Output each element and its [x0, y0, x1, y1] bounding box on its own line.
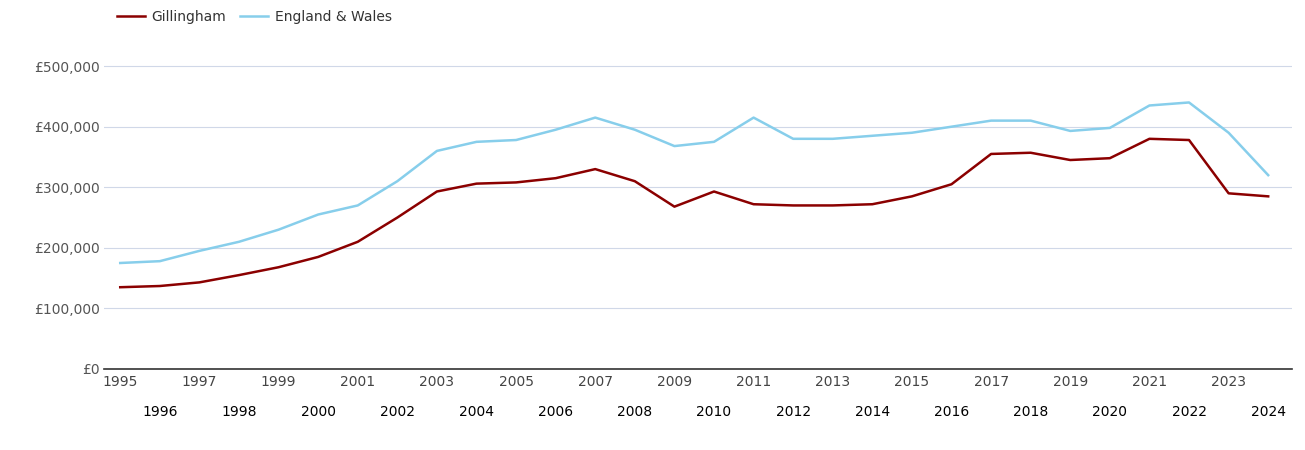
Gillingham [587, 166, 603, 172]
Gillingham [311, 254, 326, 260]
England & Wales [1101, 125, 1117, 130]
England & Wales [944, 124, 959, 130]
Gillingham [825, 203, 840, 208]
England & Wales [192, 248, 207, 254]
England & Wales [350, 203, 365, 208]
Gillingham [151, 284, 167, 289]
Gillingham [468, 181, 484, 186]
England & Wales [904, 130, 920, 135]
Gillingham [112, 284, 128, 290]
Gillingham [389, 215, 405, 220]
England & Wales [1181, 100, 1197, 105]
England & Wales [429, 148, 445, 153]
England & Wales [667, 144, 683, 149]
Gillingham [745, 202, 761, 207]
England & Wales [745, 115, 761, 120]
Gillingham [983, 151, 998, 157]
Legend: Gillingham, England & Wales: Gillingham, England & Wales [111, 4, 398, 29]
England & Wales [1261, 172, 1276, 178]
Gillingham [192, 279, 207, 285]
Gillingham [944, 181, 959, 187]
England & Wales [112, 260, 128, 265]
England & Wales [706, 139, 722, 144]
Gillingham [508, 180, 523, 185]
Gillingham [429, 189, 445, 194]
Gillingham [1062, 158, 1078, 163]
Gillingham [1101, 156, 1117, 161]
Gillingham [270, 265, 286, 270]
Gillingham [350, 239, 365, 244]
Gillingham [786, 203, 801, 208]
England & Wales [508, 137, 523, 143]
Gillingham [1220, 191, 1236, 196]
England & Wales [587, 115, 603, 120]
England & Wales [1062, 128, 1078, 134]
Gillingham [667, 204, 683, 209]
Gillingham [1142, 136, 1158, 141]
England & Wales [1220, 130, 1236, 135]
Gillingham [864, 202, 880, 207]
Line: Gillingham: Gillingham [120, 139, 1268, 287]
England & Wales [626, 127, 642, 132]
Gillingham [904, 194, 920, 199]
England & Wales [983, 118, 998, 123]
England & Wales [825, 136, 840, 141]
England & Wales [311, 212, 326, 217]
England & Wales [468, 139, 484, 144]
England & Wales [231, 239, 247, 244]
Gillingham [1261, 194, 1276, 199]
England & Wales [1142, 103, 1158, 108]
England & Wales [1023, 118, 1039, 123]
England & Wales [151, 258, 167, 264]
Gillingham [626, 179, 642, 184]
Gillingham [231, 272, 247, 278]
Gillingham [1181, 137, 1197, 143]
England & Wales [548, 127, 564, 132]
England & Wales [389, 179, 405, 184]
England & Wales [786, 136, 801, 141]
England & Wales [864, 133, 880, 139]
England & Wales [270, 227, 286, 232]
Gillingham [706, 189, 722, 194]
Line: England & Wales: England & Wales [120, 103, 1268, 263]
Gillingham [548, 176, 564, 181]
Gillingham [1023, 150, 1039, 155]
